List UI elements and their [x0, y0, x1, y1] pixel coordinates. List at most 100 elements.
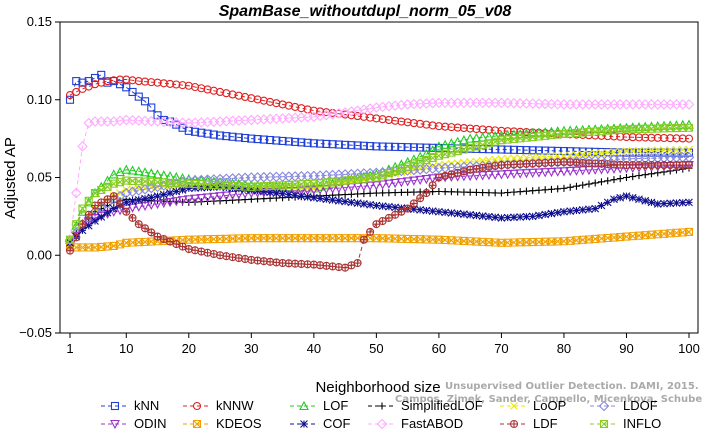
data-point	[278, 100, 287, 109]
data-point	[353, 112, 362, 121]
data-point	[672, 134, 681, 143]
data-point	[616, 193, 625, 202]
legend-label: LOF	[323, 398, 348, 413]
data-point	[147, 78, 156, 87]
data-point	[552, 167, 563, 177]
data-point	[502, 129, 513, 140]
data-point	[577, 124, 588, 134]
data-point	[553, 152, 562, 160]
data-point	[466, 124, 475, 133]
data-point	[290, 186, 301, 197]
data-point	[83, 218, 94, 228]
data-point	[152, 169, 163, 179]
series-knn	[65, 70, 694, 157]
data-point	[103, 77, 112, 86]
data-point	[366, 142, 375, 151]
data-point	[391, 116, 400, 125]
data-point	[353, 141, 362, 150]
data-point	[372, 114, 381, 123]
data-point	[491, 155, 500, 164]
data-point	[302, 186, 313, 196]
data-point	[271, 187, 282, 197]
series-inflo	[65, 123, 694, 244]
data-point	[684, 134, 694, 143]
data-point	[147, 228, 156, 237]
data-point	[535, 211, 543, 220]
data-point	[341, 197, 349, 206]
data-point	[685, 198, 693, 207]
data-point	[141, 194, 149, 203]
data-point	[216, 87, 225, 97]
x-tick-label: 30	[244, 341, 258, 356]
legend-item: kNN	[101, 398, 159, 413]
data-point	[616, 148, 625, 157]
data-point	[578, 205, 587, 214]
data-point	[234, 91, 243, 100]
x-tick-label: 20	[182, 341, 196, 356]
data-point	[541, 152, 550, 161]
data-point	[547, 152, 556, 161]
data-point	[502, 170, 513, 180]
data-point	[560, 151, 568, 160]
data-point	[297, 138, 306, 147]
x-tick-label: 100	[678, 341, 700, 356]
data-point	[384, 115, 393, 125]
data-point	[65, 95, 75, 104]
data-point	[178, 186, 187, 194]
data-point	[209, 86, 218, 95]
data-point	[490, 130, 501, 141]
data-point	[165, 79, 175, 88]
series-layer	[64, 70, 695, 272]
data-point	[647, 161, 656, 170]
data-point	[497, 154, 506, 163]
data-point	[134, 196, 143, 204]
data-point	[472, 188, 480, 196]
data-point	[172, 80, 181, 89]
data-point	[359, 235, 368, 244]
data-point	[653, 200, 662, 208]
data-point	[190, 194, 200, 204]
data-point	[297, 192, 306, 201]
series-line	[69, 164, 690, 245]
data-point	[328, 196, 337, 204]
data-point	[334, 196, 343, 205]
data-point	[115, 75, 125, 84]
data-point	[78, 78, 87, 87]
legend-marker	[110, 419, 120, 430]
data-point	[541, 146, 550, 155]
data-point	[635, 195, 643, 204]
data-point	[553, 146, 562, 155]
data-point	[491, 145, 500, 154]
data-point	[458, 135, 469, 145]
data-point	[253, 186, 262, 195]
data-point	[153, 111, 162, 120]
data-point	[629, 173, 637, 181]
data-point	[147, 103, 156, 112]
data-point	[377, 180, 388, 190]
data-point	[140, 224, 150, 233]
data-point	[422, 120, 431, 129]
data-point	[352, 105, 363, 116]
data-point	[316, 107, 325, 116]
data-point	[408, 154, 419, 164]
x-axis: 1 10 20 30 40 50 60 70 80 90 100	[66, 333, 700, 356]
data-point	[535, 153, 543, 161]
data-point	[653, 146, 662, 155]
legend-label: ODIN	[134, 416, 167, 431]
data-point	[521, 169, 532, 179]
series-line	[69, 102, 689, 240]
data-point	[241, 185, 249, 194]
data-point	[253, 95, 262, 104]
data-point	[403, 118, 412, 127]
data-point	[665, 120, 676, 130]
data-point	[433, 141, 444, 151]
data-point	[503, 154, 512, 163]
legend-label: KDEOS	[216, 416, 262, 431]
data-point	[528, 146, 537, 155]
data-point	[72, 87, 81, 97]
data-point	[591, 204, 600, 213]
data-point	[553, 208, 562, 217]
data-point	[203, 129, 212, 138]
data-point	[128, 197, 137, 206]
data-point	[391, 189, 399, 197]
